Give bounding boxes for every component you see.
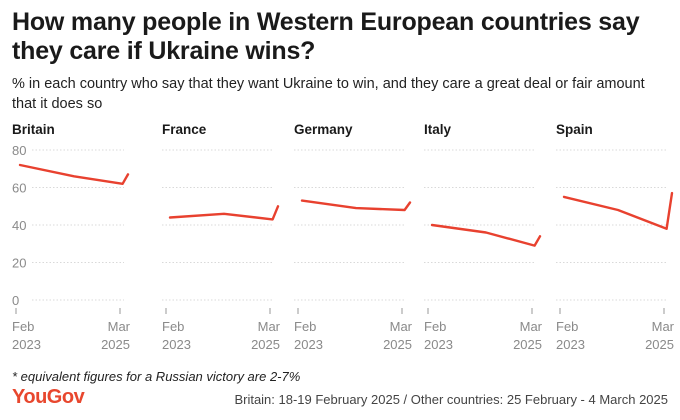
- x-tick-label-year: 2023: [424, 337, 453, 352]
- source-note: Britain: 18-19 February 2025 / Other cou…: [234, 392, 668, 407]
- footnote: * equivalent figures for a Russian victo…: [12, 369, 301, 384]
- x-tick-label-year: 2023: [12, 337, 41, 352]
- y-tick-label: 20: [12, 256, 26, 271]
- chart-title: How many people in Western European coun…: [12, 8, 640, 65]
- x-tick-label-year: 2025: [251, 337, 280, 352]
- x-tick-label-month: Mar: [258, 319, 281, 334]
- x-tick-label-month: Feb: [12, 319, 34, 334]
- x-tick-label-month: Feb: [162, 319, 184, 334]
- x-tick-label-month: Mar: [520, 319, 543, 334]
- panel-title-germany: Germany: [294, 122, 353, 137]
- yougov-logo: YouGov: [12, 386, 85, 408]
- panel-title-britain: Britain: [12, 122, 55, 137]
- series-line-italy: [430, 223, 542, 247]
- small-multiples-line-chart: 80 60 40 20 0 Britain Feb 2023 Mar 2025 France Feb 2…: [12, 122, 675, 352]
- x-tick-label-year: 2025: [645, 337, 674, 352]
- x-tick-label-month: Feb: [294, 319, 316, 334]
- x-tick-label-month: Feb: [556, 319, 578, 334]
- x-tick-label-month: Mar: [652, 319, 675, 334]
- series-line-britain: [18, 163, 130, 186]
- panel-title-spain: Spain: [556, 122, 593, 137]
- y-tick-label: 60: [12, 181, 26, 196]
- y-tick-label: 0: [12, 293, 19, 308]
- x-tick-label-month: Mar: [390, 319, 413, 334]
- x-tick-label-year: 2025: [383, 337, 412, 352]
- y-tick-label: 80: [12, 143, 26, 158]
- x-tick-label-year: 2025: [513, 337, 542, 352]
- series-line-france: [168, 205, 280, 221]
- series-line-germany: [300, 199, 412, 212]
- x-tick-label-year: 2023: [556, 337, 585, 352]
- x-tick-label-year: 2025: [101, 337, 130, 352]
- chart-subtitle: % in each country who say that they want…: [12, 76, 645, 112]
- series-line-spain: [562, 191, 674, 231]
- panel-title-france: France: [162, 122, 207, 137]
- x-tick-label-month: Feb: [424, 319, 446, 334]
- x-tick-label-year: 2023: [162, 337, 191, 352]
- panel-title-italy: Italy: [424, 122, 452, 137]
- x-tick-label-year: 2023: [294, 337, 323, 352]
- y-tick-label: 40: [12, 218, 26, 233]
- x-tick-label-month: Mar: [108, 319, 131, 334]
